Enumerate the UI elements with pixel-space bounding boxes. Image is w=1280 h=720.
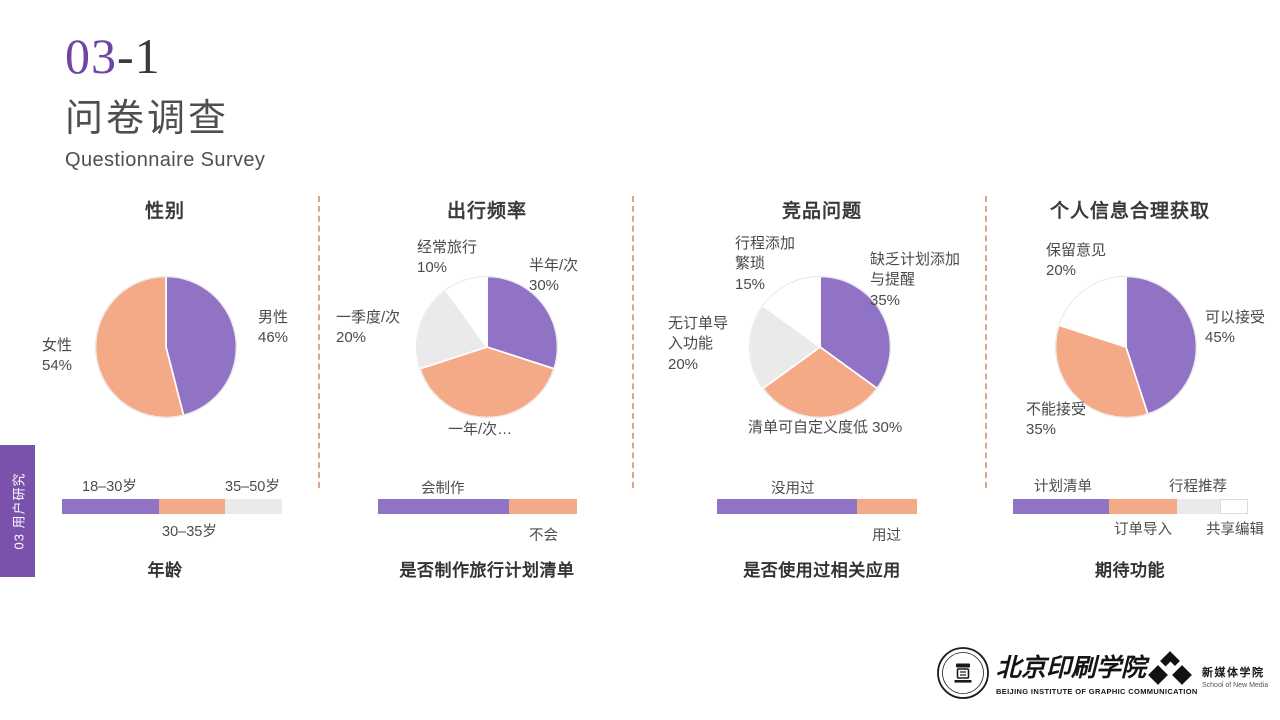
pie-label-tedious-itinerary: 行程添加 繁琐 15% [735, 235, 796, 293]
chart-caption-expected-features: 期待功能 [1095, 561, 1165, 580]
snm-name-en: School of New Media [1202, 682, 1269, 689]
bar-label-order-import: 订单导入 [1114, 522, 1172, 538]
chart-caption-make-plan: 是否制作旅行计划清单 [399, 561, 575, 580]
competitor-issues-pie-chart [735, 262, 905, 432]
pie-label-acceptable: 可以接受 45% [1205, 309, 1266, 347]
column-divider [632, 196, 634, 488]
section-number: 03-1 [65, 30, 265, 83]
gender-pie-chart [81, 262, 251, 432]
pie-outline [749, 276, 891, 418]
pie-label-one-year: 一年/次… [448, 421, 513, 438]
bar-segment [158, 499, 225, 514]
bigc-wordmark: 北京印刷学院 BEIJING INSTITUTE OF GRAPHIC COMM… [996, 648, 1198, 696]
bar-segment [224, 499, 282, 514]
bar-label-35-50: 35–50岁 [225, 479, 280, 495]
bar-label-30-35: 30–35岁 [162, 524, 217, 540]
pie-outline [95, 276, 237, 418]
pie-label-low-customization: 清单可自定义度低 30% [748, 419, 903, 436]
used-apps-stacked-bar [717, 499, 917, 514]
bar-segment [509, 499, 577, 514]
chart-caption-age: 年龄 [147, 561, 183, 580]
info-access-column: 个人信息合理获取 可以接受 45% 不能接受 35% 保留意见 20% 计划清单… [990, 190, 1270, 590]
pie-label-reserved: 保留意见 20% [1046, 242, 1107, 280]
section-number-accent: 03 [65, 28, 117, 84]
pie-label-frequent: 经常旅行 10% [417, 239, 478, 277]
bar-segment [857, 499, 917, 514]
footer-logos: 北京印刷学院 BEIJING INSTITUTE OF GRAPHIC COMM… [0, 640, 1280, 710]
bar-label-shared-edit: 共享编辑 [1206, 522, 1264, 538]
bar-segment [1013, 499, 1110, 514]
bigc-name-en: BEIJING INSTITUTE OF GRAPHIC COMMUNICATI… [996, 687, 1198, 696]
bar-label-used: 用过 [872, 528, 901, 544]
bar-segment [378, 499, 510, 514]
column-divider [318, 196, 320, 488]
school-of-new-media-logo [1148, 651, 1192, 696]
bigc-name-zh: 北京印刷学院 [996, 655, 1147, 682]
chart-caption-used-apps: 是否使用过相关应用 [743, 561, 901, 580]
travel-frequency-column: 出行频率 半年/次 30% 一年/次… 一季度/次 20% 经常旅行 10% 会… [336, 190, 632, 590]
bar-segment [62, 499, 159, 514]
bigc-seal-logo [936, 646, 990, 700]
chart-title-gender: 性别 [144, 201, 185, 222]
page-title: 问卷调查 [65, 97, 230, 140]
chart-title-info-access: 个人信息合理获取 [1049, 201, 1210, 222]
page-subtitle: Questionnaire Survey [65, 148, 266, 171]
section-tab: 03 用户研究 [0, 445, 35, 577]
competitor-issues-column: 竞品问题 缺乏计划添加 与提醒 35% 清单可自定义度低 30% 无订单导 入功… [660, 190, 984, 590]
pie-label-unacceptable: 不能接受 35% [1026, 401, 1087, 439]
column-divider [985, 196, 987, 488]
age-stacked-bar [62, 499, 282, 514]
pie-label-female: 女性 54% [42, 337, 73, 375]
pie-outline [416, 276, 558, 418]
snm-wordmark: 新媒体学院 School of New Media [1202, 664, 1268, 689]
pie-label-half-year: 半年/次 30% [529, 257, 579, 295]
bar-label-never-used: 没用过 [771, 481, 815, 497]
snm-name-zh: 新媒体学院 [1202, 667, 1265, 679]
pie-label-quarterly: 一季度/次 20% [336, 309, 401, 347]
bar-segment [1219, 499, 1248, 514]
chart-title-travel-frequency: 出行频率 [446, 201, 527, 222]
pie-label-no-order-import: 无订单导 入功能 20% [668, 315, 729, 373]
bar-segment [717, 499, 857, 514]
gender-column: 性别 男性 46% 女性 54% 18–30岁 35–50岁 30–35岁 年龄 [20, 190, 310, 590]
bar-label-18-30: 18–30岁 [82, 479, 137, 495]
chart-title-competitor-issues: 竞品问题 [781, 201, 862, 222]
bar-label-will-make: 会制作 [421, 481, 465, 497]
bar-segment [1109, 499, 1178, 514]
pie-label-lack-plan-reminder: 缺乏计划添加 与提醒 35% [870, 251, 961, 309]
slide-header: 03-1 问卷调查 Questionnaire Survey [65, 30, 265, 172]
bar-label-will-not: 不会 [529, 528, 558, 544]
travel-frequency-pie-chart [402, 262, 572, 432]
pie-label-male: 男性 46% [258, 309, 289, 347]
make-plan-stacked-bar [378, 499, 577, 514]
bar-segment [1177, 499, 1220, 514]
expected-features-stacked-bar [1013, 499, 1248, 514]
bar-label-trip-recommend: 行程推荐 [1169, 479, 1227, 495]
section-number-rest: -1 [117, 28, 161, 84]
bar-label-plan-list: 计划清单 [1034, 479, 1092, 495]
info-access-pie-chart [1041, 262, 1211, 432]
pie-outline [1055, 276, 1197, 418]
